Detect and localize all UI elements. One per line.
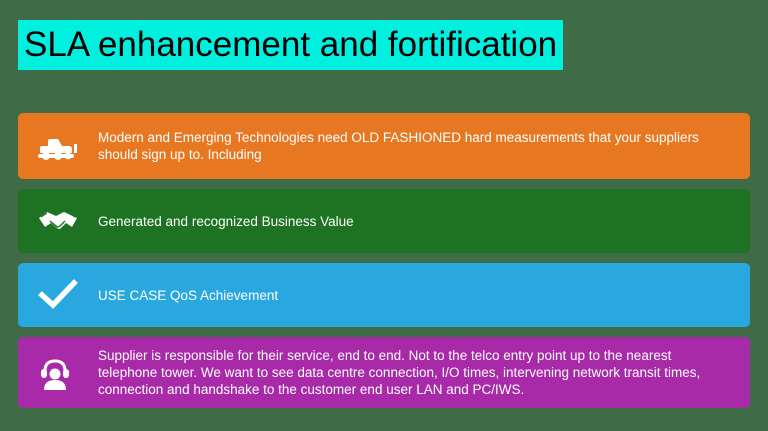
content-row-supplier-responsibility: Supplier is responsible for their servic… [18,337,750,408]
content-rows: Modern and Emerging Technologies need OL… [18,113,750,418]
content-row-business-value: Generated and recognized Business Value [18,189,750,253]
page-title: SLA enhancement and fortification [18,20,564,70]
title-container: SLA enhancement and fortification [18,20,564,70]
content-row-text: Modern and Emerging Technologies need OL… [98,130,699,162]
content-row-text: USE CASE QoS Achievement [98,287,279,303]
support-agent-icon [18,355,98,391]
content-row-text: Generated and recognized Business Value [98,213,354,229]
content-row-text: Supplier is responsible for their servic… [98,348,701,397]
content-row-technologies: Modern and Emerging Technologies need OL… [18,113,750,179]
handshake-icon [18,207,98,235]
content-row-qos: USE CASE QoS Achievement [18,263,750,327]
bulldozer-icon [18,131,98,161]
checkmark-icon [18,279,98,311]
